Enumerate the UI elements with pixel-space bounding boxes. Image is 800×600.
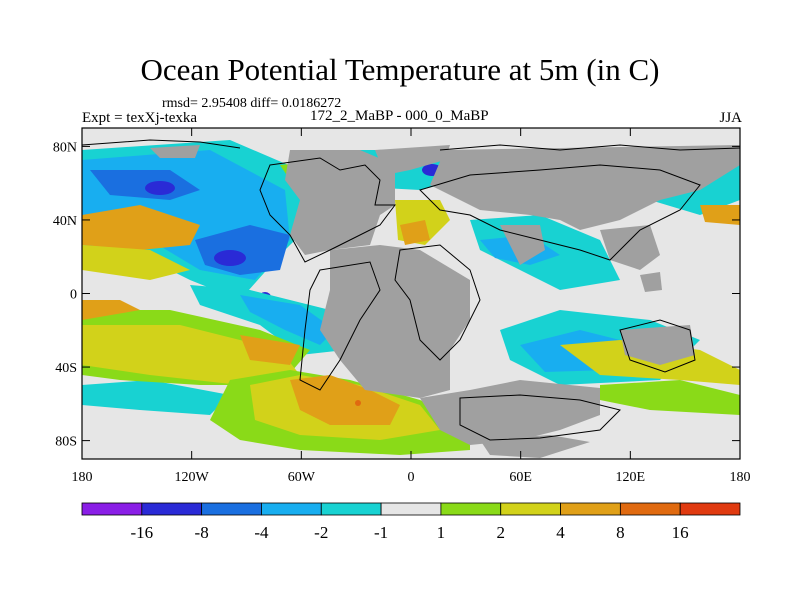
- anomaly-field-yellow-north-pacific: [82, 245, 190, 280]
- land-asia-southeast: [600, 225, 660, 270]
- colorbar-swatch: [201, 502, 262, 516]
- x-tick-label: 180: [72, 470, 93, 485]
- anomaly-field-orange-north-pacific: [82, 205, 200, 250]
- land-north-america: [285, 150, 395, 255]
- colorbar-swatch: [81, 502, 143, 516]
- anomaly-field-orange-west-pacific: [700, 205, 740, 225]
- colorbar-label: 4: [556, 523, 565, 542]
- x-axis: 180 120W 60W 0 60E 120E 180: [72, 128, 751, 485]
- colorbar-swatch: [440, 502, 502, 516]
- y-tick-label: 40S: [55, 361, 77, 376]
- anomaly-field-orange-east-pacific-south: [82, 300, 140, 320]
- anomaly-field-blue-north-pacific: [90, 170, 200, 200]
- colorbar-swatch: [619, 502, 681, 516]
- season-label: JJA: [719, 110, 742, 126]
- anomaly-field-darkblue-n-pacific: [145, 181, 175, 195]
- land-south-america-africa: [320, 245, 470, 398]
- y-tick-label: 80N: [53, 140, 77, 155]
- colorbar-label: 8: [616, 523, 625, 542]
- y-tick-label: 0: [70, 288, 77, 303]
- land-eurasia: [430, 145, 740, 230]
- land-north-pacific-island: [150, 145, 200, 158]
- anomaly-field-orange-south-atlantic: [290, 375, 400, 425]
- colorbar-swatch: [679, 502, 741, 516]
- y-tick-label: 40N: [53, 214, 77, 229]
- colorbar: -16 -8 -4 -2 -1 1 2 4 8 16: [81, 502, 741, 542]
- anomaly-field-green-south-indian: [600, 380, 740, 415]
- x-tick-label: 60W: [288, 470, 316, 485]
- colorbar-swatch: [380, 502, 442, 516]
- anomaly-field-lightblue-equatorial-pacific: [240, 295, 335, 345]
- land-antarctica: [420, 380, 600, 445]
- land-india: [500, 225, 545, 265]
- colorbar-label: -16: [130, 523, 153, 542]
- anomaly-field-orange-atlantic-north: [400, 220, 430, 245]
- x-tick-label: 120E: [616, 470, 646, 485]
- land-greenland: [375, 145, 450, 175]
- x-tick-label: 60E: [509, 470, 532, 485]
- anomaly-field-orange-south-pacific: [240, 335, 300, 365]
- colorbar-label: -8: [195, 523, 209, 542]
- y-axis: 80N 40N 0 40S 80S: [53, 140, 740, 450]
- anomaly-field-red-south-atlantic: [355, 400, 361, 406]
- colorbar-label: 16: [672, 523, 689, 542]
- land-antarctica-east: [480, 435, 590, 458]
- anomaly-field-yellow-south-pacific: [82, 325, 300, 385]
- anomaly-field-yellow-south-indian: [560, 340, 740, 385]
- x-tick-label: 0: [408, 470, 415, 485]
- colorbar-label: 1: [437, 523, 446, 542]
- colorbar-label: -2: [314, 523, 328, 542]
- colorbar-swatch: [560, 502, 621, 516]
- stats-text: rmsd= 2.95408 diff= 0.0186272: [162, 96, 342, 111]
- difference-label: 172_2_MaBP - 000_0_MaBP: [310, 108, 489, 124]
- land-west-pacific-island: [640, 272, 662, 292]
- colorbar-label: 2: [496, 523, 505, 542]
- chart-title: Ocean Potential Temperature at 5m (in C): [140, 52, 660, 87]
- experiment-label: Expt = texXj-texka: [82, 110, 198, 126]
- anomaly-field-cyan-southern-ocean: [82, 380, 230, 415]
- y-tick-label: 80S: [55, 435, 77, 450]
- plot-area: [82, 128, 740, 459]
- coastlines: [82, 139, 740, 441]
- colorbar-label: -4: [254, 523, 269, 542]
- x-tick-label: 120W: [175, 470, 210, 485]
- anomaly-field-darkblue-e-pacific: [214, 250, 246, 266]
- x-tick-label: 180: [730, 470, 751, 485]
- colorbar-swatch: [500, 502, 561, 516]
- colorbar-swatch: [320, 502, 382, 516]
- colorbar-label: -1: [374, 523, 388, 542]
- land-australia: [620, 325, 695, 365]
- colorbar-swatch: [141, 502, 203, 516]
- colorbar-swatch: [261, 502, 322, 516]
